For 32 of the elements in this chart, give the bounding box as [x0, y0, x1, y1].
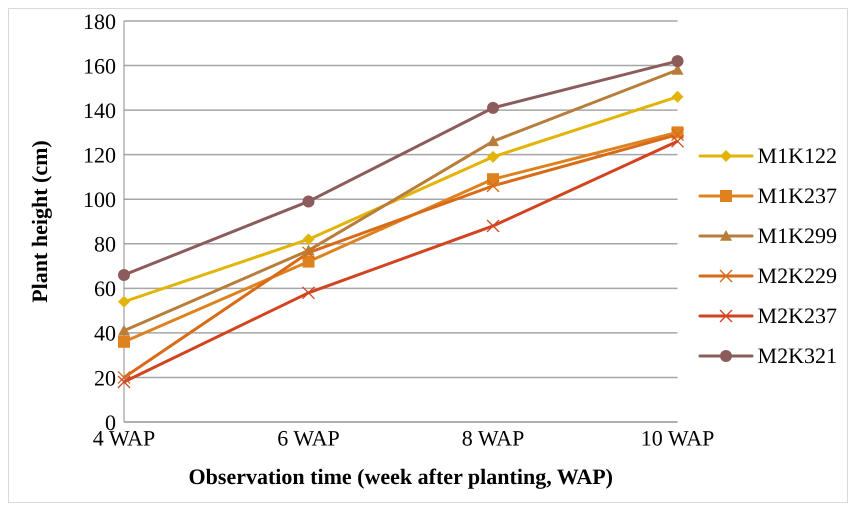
point [118, 336, 130, 348]
legend-label: M2K229 [758, 262, 837, 288]
x-tick-label: 6 WAP [277, 426, 340, 451]
point [302, 256, 315, 268]
y-tick-label: 60 [94, 276, 116, 302]
legend-label: M2K321 [758, 342, 837, 368]
y-tick-label: 160 [83, 53, 116, 78]
point [672, 90, 684, 103]
y-tick-label: 120 [83, 142, 116, 168]
point [487, 135, 500, 146]
legend-label: M1K237 [758, 182, 837, 208]
y-tick-label: 140 [83, 98, 116, 123]
x-tick-label: 8 WAP [462, 426, 524, 451]
point [118, 296, 130, 308]
point [672, 55, 684, 68]
point [487, 102, 500, 114]
point [302, 195, 315, 208]
point [487, 150, 500, 163]
legend-label: M1K299 [758, 222, 837, 248]
point [118, 268, 130, 281]
y-tick-label: 20 [94, 365, 116, 390]
x-tick-label: 10 WAP [640, 426, 714, 451]
x-axis-title: Observation time (week after planting, WAP) [188, 464, 614, 489]
y-tick-label: 180 [83, 8, 116, 34]
y-axis-title: Plant height (cm) [26, 140, 52, 303]
legend-label: M1K122 [758, 142, 837, 168]
point [118, 324, 130, 336]
point [302, 233, 315, 246]
y-tick-label: 100 [83, 187, 116, 212]
y-tick-label: 40 [94, 320, 116, 346]
y-tick-label: 80 [94, 232, 116, 257]
legend-label: M2K237 [758, 302, 837, 328]
